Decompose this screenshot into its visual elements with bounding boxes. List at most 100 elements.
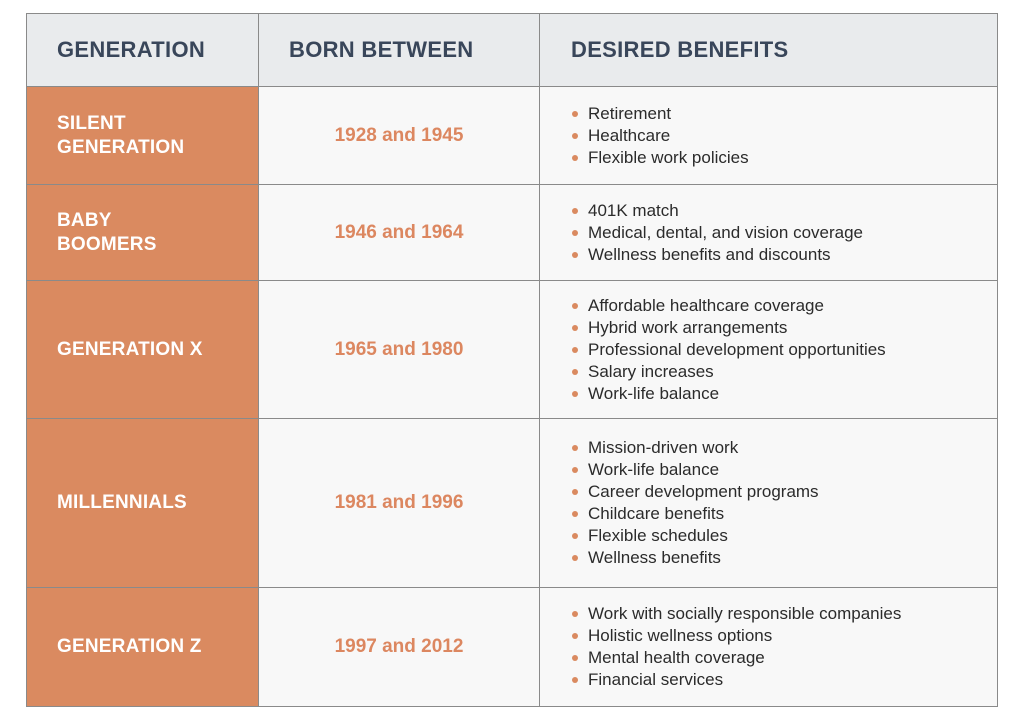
benefits-cell: Work with socially responsible companies… [539, 587, 998, 707]
benefits-list: Work with socially responsible companies… [571, 603, 991, 691]
benefit-text: Flexible work policies [588, 147, 749, 167]
benefit-text: Medical, dental, and vision coverage [588, 222, 863, 242]
benefit-text: Wellness benefits [588, 548, 721, 567]
list-item: Medical, dental, and vision coverage [571, 222, 991, 244]
bullet-icon [572, 511, 578, 517]
bullet-icon [572, 302, 578, 309]
benefits-cell: Mission-driven work Work-life balance Ca… [539, 418, 998, 588]
benefit-text: Mental health coverage [588, 648, 765, 667]
bullet-icon [572, 324, 578, 331]
list-item: Work-life balance [571, 383, 991, 405]
generation-name-line1: MILLENNIALS [57, 492, 187, 513]
list-item: Hybrid work arrangements [571, 317, 991, 339]
born-between-cell: 1928 and 1945 [258, 86, 540, 185]
table-row: GENERATION X 1965 and 1980 Affordable he… [26, 280, 998, 419]
generation-name-line1: SILENT [57, 112, 126, 134]
benefits-cell: Retirement Healthcare Flexible work poli… [539, 86, 998, 185]
table-header-row: GENERATION BORN BETWEEN DESIRED BENEFITS [26, 13, 998, 87]
list-item: Wellness benefits [571, 547, 991, 569]
list-item: Flexible work policies [571, 147, 991, 169]
benefit-text: Healthcare [588, 125, 671, 145]
list-item: Wellness benefits and discounts [571, 244, 991, 266]
benefit-text: Financial services [588, 670, 724, 689]
list-item: Childcare benefits [571, 503, 991, 525]
born-between-cell: 1965 and 1980 [258, 280, 540, 419]
bullet-icon [572, 229, 578, 236]
benefit-text: Professional development opportunities [588, 339, 886, 359]
list-item: Career development programs [571, 481, 991, 503]
bullet-icon [572, 368, 578, 375]
list-item: Flexible schedules [571, 525, 991, 547]
benefit-text: Holistic wellness options [588, 626, 773, 645]
benefit-text: Work with socially responsible companies [588, 604, 902, 623]
list-item: Financial services [571, 669, 991, 691]
benefits-cell: Affordable healthcare coverage Hybrid wo… [539, 280, 998, 419]
list-item: Mission-driven work [571, 437, 991, 459]
born-between-cell: 1981 and 1996 [258, 418, 540, 588]
list-item: Work-life balance [571, 459, 991, 481]
list-item: 401K match [571, 200, 991, 222]
header-born-between: BORN BETWEEN [258, 13, 540, 87]
benefit-text: Mission-driven work [588, 438, 739, 457]
bullet-icon [572, 251, 578, 258]
benefit-text: Hybrid work arrangements [588, 317, 788, 337]
header-generation: GENERATION [26, 13, 259, 87]
bullet-icon [572, 533, 578, 539]
generation-cell: BABY BOOMERS [26, 184, 259, 281]
generation-cell: SILENT GENERATION [26, 86, 259, 185]
list-item: Mental health coverage [571, 647, 991, 669]
table-row: SILENT GENERATION 1928 and 1945 Retireme… [26, 86, 998, 185]
list-item: Affordable healthcare coverage [571, 295, 991, 317]
table-row: MILLENNIALS 1981 and 1996 Mission-driven… [26, 418, 998, 588]
benefits-cell: 401K match Medical, dental, and vision c… [539, 184, 998, 281]
list-item: Healthcare [571, 125, 991, 147]
generation-name-line1: BABY [57, 209, 112, 231]
bullet-icon [572, 555, 578, 561]
benefit-text: 401K match [588, 200, 679, 220]
table-row: BABY BOOMERS 1946 and 1964 401K match Me… [26, 184, 998, 281]
list-item: Work with socially responsible companies [571, 603, 991, 625]
benefit-text: Wellness benefits and discounts [588, 244, 831, 264]
list-item: Holistic wellness options [571, 625, 991, 647]
bullet-icon [572, 110, 578, 117]
benefit-text: Salary increases [588, 361, 714, 381]
bullet-icon [572, 132, 578, 139]
header-desired-benefits: DESIRED BENEFITS [539, 13, 998, 87]
benefits-list: Affordable healthcare coverage Hybrid wo… [571, 295, 991, 405]
list-item: Professional development opportunities [571, 339, 991, 361]
generation-name-line1: GENERATION Z [57, 636, 202, 657]
list-item: Retirement [571, 103, 991, 125]
bullet-icon [572, 489, 578, 495]
benefits-list: Retirement Healthcare Flexible work poli… [571, 103, 991, 169]
bullet-icon [572, 207, 578, 214]
generation-cell: MILLENNIALS [26, 418, 259, 588]
bullet-icon [572, 633, 578, 639]
generation-name-line1: GENERATION X [57, 338, 203, 360]
generation-name-line2: GENERATION [57, 136, 185, 158]
benefit-text: Childcare benefits [588, 504, 725, 523]
generation-cell: GENERATION X [26, 280, 259, 419]
benefit-text: Work-life balance [588, 460, 720, 479]
bullet-icon [572, 611, 578, 617]
bullet-icon [572, 677, 578, 683]
bullet-icon [572, 390, 578, 397]
benefit-text: Flexible schedules [588, 526, 728, 545]
born-between-cell: 1946 and 1964 [258, 184, 540, 281]
generations-benefits-table: GENERATION BORN BETWEEN DESIRED BENEFITS… [26, 13, 998, 707]
bullet-icon [572, 655, 578, 661]
bullet-icon [572, 154, 578, 161]
bullet-icon [572, 346, 578, 353]
bullet-icon [572, 467, 578, 473]
benefit-text: Career development programs [588, 482, 819, 501]
benefits-list: 401K match Medical, dental, and vision c… [571, 200, 991, 266]
table-row: GENERATION Z 1997 and 2012 Work with soc… [26, 587, 998, 707]
bullet-icon [572, 445, 578, 451]
list-item: Salary increases [571, 361, 991, 383]
benefit-text: Affordable healthcare coverage [588, 295, 824, 315]
benefit-text: Work-life balance [588, 383, 720, 403]
benefits-list: Mission-driven work Work-life balance Ca… [571, 437, 991, 569]
generation-cell: GENERATION Z [26, 587, 259, 707]
born-between-cell: 1997 and 2012 [258, 587, 540, 707]
generation-name-line2: BOOMERS [57, 233, 157, 255]
benefit-text: Retirement [588, 103, 672, 123]
